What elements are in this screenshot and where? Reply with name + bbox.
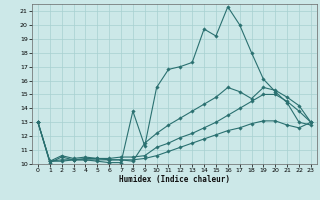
X-axis label: Humidex (Indice chaleur): Humidex (Indice chaleur) — [119, 175, 230, 184]
